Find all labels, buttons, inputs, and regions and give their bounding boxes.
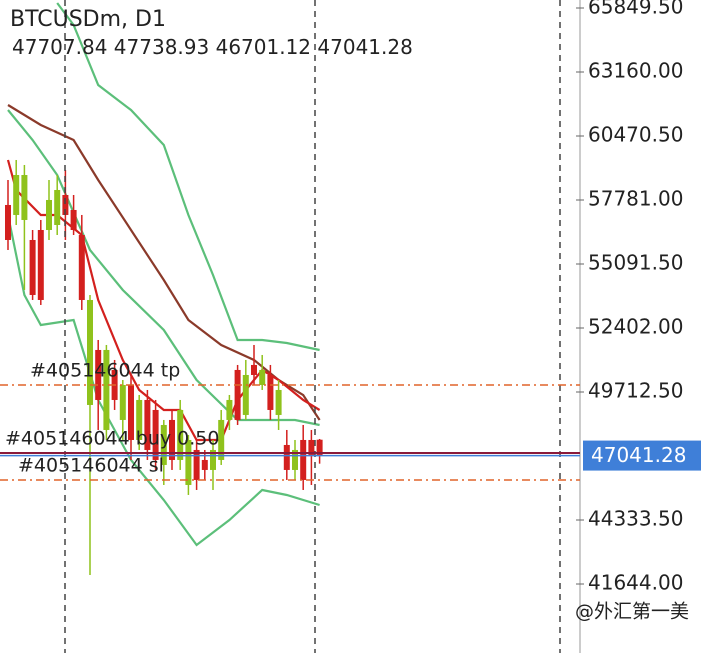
high-value: 47738.93 bbox=[114, 35, 209, 59]
y-tick-label: 57781.00 bbox=[588, 187, 683, 211]
candle-body bbox=[87, 299, 93, 405]
candle-body bbox=[308, 439, 315, 455]
chart-title: BTCUSDm, D1 bbox=[10, 7, 166, 32]
candle-body bbox=[218, 419, 225, 460]
candle-body bbox=[300, 439, 307, 480]
indicator-line bbox=[56, 2, 320, 352]
candle-body bbox=[251, 364, 257, 375]
candle-body bbox=[128, 384, 134, 440]
candle-body bbox=[95, 349, 102, 400]
candle-body bbox=[292, 449, 298, 470]
y-tick-label: 41644.00 bbox=[588, 571, 683, 595]
candle-body bbox=[226, 399, 233, 420]
candle-body bbox=[267, 374, 274, 410]
open-value: 47707.84 bbox=[12, 35, 107, 59]
candle-body bbox=[283, 444, 290, 470]
candle-body bbox=[13, 174, 20, 215]
candle-body bbox=[169, 419, 175, 460]
y-tick-label: 65849.50 bbox=[588, 0, 683, 19]
plot-area bbox=[5, 2, 323, 575]
candle-body bbox=[201, 459, 208, 470]
candle-body bbox=[177, 409, 184, 460]
candle-body bbox=[119, 384, 126, 420]
ohlc-readout: 47707.84 47738.93 46701.12 47041.28 bbox=[12, 35, 413, 59]
candle-body bbox=[185, 439, 192, 485]
y-tick-label: 63160.00 bbox=[588, 59, 683, 83]
candle-body bbox=[37, 229, 44, 300]
candle-body bbox=[160, 424, 167, 465]
y-tick-label: 60470.50 bbox=[588, 123, 683, 147]
candle-body bbox=[54, 189, 61, 225]
candle-body bbox=[136, 399, 143, 440]
y-tick-label: 52402.00 bbox=[588, 315, 683, 339]
candle-body bbox=[70, 209, 77, 230]
candle-body bbox=[144, 399, 151, 450]
low-value: 46701.12 bbox=[216, 35, 311, 59]
candle-body bbox=[103, 349, 110, 430]
candle-body bbox=[78, 234, 85, 300]
candle-body bbox=[242, 374, 249, 415]
watermark: @外汇第一美 bbox=[575, 601, 689, 623]
candle-body bbox=[316, 439, 323, 456]
candle-body bbox=[62, 194, 69, 215]
order-label: #405146044 buy 0.50 bbox=[5, 427, 219, 449]
y-tick-label: 49712.50 bbox=[588, 379, 683, 403]
candle-body bbox=[259, 369, 266, 385]
candle-body bbox=[152, 409, 159, 460]
close-value: 47041.28 bbox=[317, 35, 412, 59]
y-tick-label: 44333.50 bbox=[588, 507, 683, 531]
candle-body bbox=[275, 389, 282, 415]
candle-body bbox=[46, 199, 52, 230]
candle-body bbox=[234, 369, 241, 420]
price-label: 47041.28 bbox=[591, 443, 686, 467]
candle-body bbox=[5, 204, 11, 240]
candle-body bbox=[29, 239, 36, 295]
order-label: #405146044 sl bbox=[18, 454, 164, 476]
order-label: #405146044 tp bbox=[30, 359, 180, 381]
y-tick-label: 55091.50 bbox=[588, 251, 683, 275]
candle-body bbox=[193, 449, 200, 480]
candle-body bbox=[210, 449, 216, 470]
price-box bbox=[583, 440, 701, 471]
candle-body bbox=[21, 174, 28, 220]
